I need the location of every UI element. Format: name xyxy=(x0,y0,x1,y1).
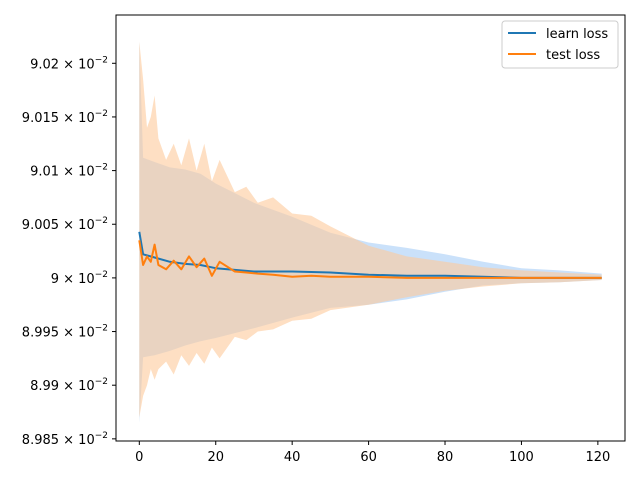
x-tick-label: 60 xyxy=(360,450,377,465)
x-tick-label: 80 xyxy=(437,450,454,465)
x-tick-label: 40 xyxy=(284,450,301,465)
legend-label-learn-loss: learn loss xyxy=(546,27,608,42)
series-line-test-loss xyxy=(138,240,602,279)
x-tick-label: 20 xyxy=(207,450,224,465)
y-tick-label: 8.99 × 10−2 xyxy=(30,377,108,394)
x-tick-label: 120 xyxy=(585,450,610,465)
y-axis: 8.985 × 10−2 8.99 × 10−2 8.995 × 10−2 9 × 1… xyxy=(22,55,116,448)
axes-frame xyxy=(115,14,626,442)
plot-area xyxy=(138,41,602,423)
y-tick-label: 9.02 × 10−2 xyxy=(30,55,108,72)
legend-label-test-loss: test loss xyxy=(546,48,600,63)
x-tick-label: 100 xyxy=(509,450,534,465)
x-axis: 0 20 40 60 80 100 120 xyxy=(135,441,610,465)
y-tick-label: 8.995 × 10−2 xyxy=(22,324,108,341)
y-tick-label: 9.005 × 10−2 xyxy=(22,216,108,233)
y-tick-label: 8.985 × 10−2 xyxy=(22,431,108,448)
y-tick-label: 9.015 × 10−2 xyxy=(22,109,108,126)
y-tick-label: 9 × 10−2 xyxy=(51,270,108,287)
y-tick-label: 9.01 × 10−2 xyxy=(30,163,108,180)
x-tick-label: 0 xyxy=(135,450,143,465)
band-test-loss xyxy=(139,41,602,418)
legend: learn loss test loss xyxy=(501,20,619,69)
